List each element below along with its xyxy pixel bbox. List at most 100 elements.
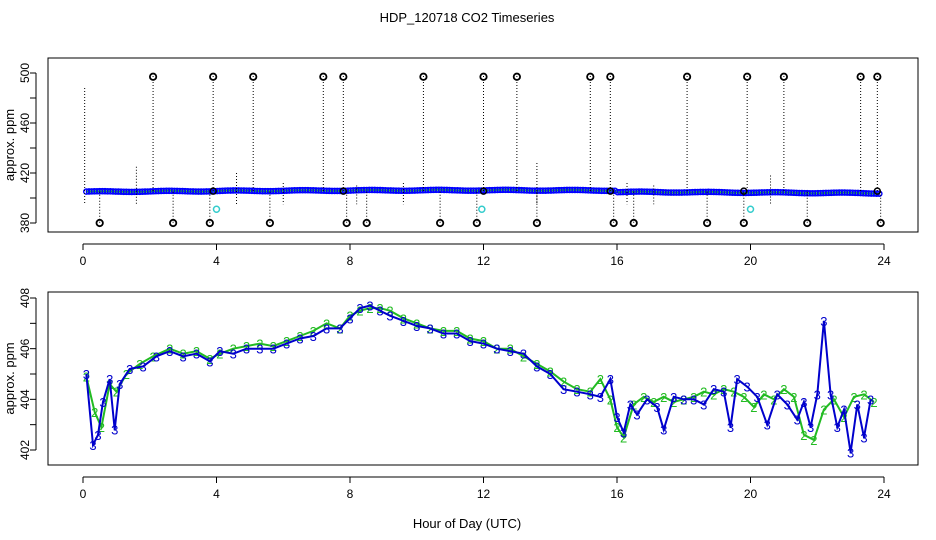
bottom-series-2-point: 2 <box>710 387 717 402</box>
bottom-series-2-point: 2 <box>740 390 747 405</box>
bottom-series-3-point: 3 <box>453 326 460 341</box>
bottom-series-3-point: 3 <box>440 326 447 341</box>
bottom-series-2-point: 2 <box>690 390 697 405</box>
bottom-series-2-point: 2 <box>230 342 237 357</box>
top-high-marker <box>148 72 158 81</box>
bottom-series-3-point: 3 <box>607 372 614 387</box>
bottom-series-3-point: 3 <box>153 349 160 364</box>
bottom-series-2-point: 2 <box>630 397 637 412</box>
bottom-series-2-point: 2 <box>91 405 98 420</box>
bottom-series-3-point: 3 <box>807 420 814 435</box>
bottom-series-3-point: 3 <box>243 342 250 357</box>
top-low-marker <box>629 218 638 228</box>
bottom-series-2-point: 2 <box>770 392 777 407</box>
bottom-series-2-point: 2 <box>820 402 827 417</box>
bottom-series-2-point: 2 <box>507 342 514 357</box>
bottom-series-2-point: 2 <box>780 382 787 397</box>
bottom-y-tick-label: 408 <box>18 288 32 308</box>
top-low-marker <box>609 218 618 228</box>
bottom-series-3-point: 3 <box>840 402 847 417</box>
bottom-series-3-point: 3 <box>860 430 867 445</box>
bottom-series-3-point: 3 <box>166 344 173 359</box>
bottom-series-2-point: 2 <box>660 390 667 405</box>
top-high-marker <box>319 72 328 81</box>
bottom-series-2-point: 2 <box>149 349 156 364</box>
bottom-series-2-point: 2 <box>243 339 250 354</box>
top-panel: 0 4 8 12 16 20 24 380 420 460 500 approx. ppm <box>2 57 919 268</box>
top-cal-point <box>212 205 221 213</box>
top-x-tick-label: 12 <box>477 254 491 268</box>
bottom-y-tick-label: 402 <box>18 440 32 460</box>
bottom-series-3-point: 3 <box>376 304 383 319</box>
bottom-series-2-point: 2 <box>346 309 353 324</box>
top-baseline-flag <box>209 187 217 195</box>
bottom-series-3-point: 3 <box>180 349 187 364</box>
bottom-series-3-point: 3 <box>710 382 717 397</box>
top-low-marker <box>95 218 104 228</box>
bottom-series-2-point: 2 <box>573 382 580 397</box>
bottom-series-2-point: 2 <box>113 385 120 400</box>
bottom-series-2-point: 2 <box>283 334 290 349</box>
bottom-series-3-point: 3 <box>613 410 620 425</box>
bottom-series-2-point: 2 <box>760 387 767 402</box>
top-x-tick-label: 8 <box>347 254 354 268</box>
top-y-tick-label: 380 <box>18 213 32 233</box>
top-baseline-flag <box>606 187 615 195</box>
top-high-marker <box>586 72 595 81</box>
top-y-tick-label: 420 <box>18 163 32 183</box>
top-plot-frame <box>47 57 919 233</box>
bottom-series-3-point: 3 <box>690 392 697 407</box>
bottom-series-3-point: 3 <box>547 367 554 382</box>
bottom-series-2-point: 2 <box>216 347 223 362</box>
top-low-marker <box>265 218 274 228</box>
bottom-series-3-point: 3 <box>560 382 567 397</box>
top-low-marker <box>803 218 812 228</box>
bottom-series-2-point: 2 <box>547 364 554 379</box>
bottom-series-3-point: 3 <box>660 423 667 438</box>
bottom-x-tick-label: 20 <box>744 487 758 501</box>
bottom-series-2-point: 2 <box>620 430 627 445</box>
bottom-series-3-point: 3 <box>323 321 330 336</box>
bottom-series-3-point: 3 <box>270 342 277 357</box>
bottom-series-3-point: 3 <box>336 321 343 336</box>
bottom-series-2-point: 2 <box>850 390 857 405</box>
top-baseline-flag <box>479 187 488 195</box>
top-y-tick-label: 460 <box>18 113 32 133</box>
top-x-tick-label: 24 <box>877 254 891 268</box>
bottom-series-3-point: 3 <box>126 362 133 377</box>
bottom-series-3-point: 3 <box>116 377 123 392</box>
bottom-series-3-point: 3 <box>480 337 487 352</box>
bottom-series-3-point: 3 <box>230 347 237 362</box>
bottom-series-2-point: 2 <box>870 395 877 410</box>
top-low-marker <box>739 218 748 228</box>
top-cal-point <box>478 205 486 213</box>
bottom-y-tick-label: 406 <box>18 338 32 358</box>
top-low-marker <box>362 218 371 228</box>
bottom-series-3-point: 3 <box>83 367 90 382</box>
bottom-series-3-point: 3 <box>413 319 420 334</box>
bottom-series-2-point: 2 <box>700 385 707 400</box>
bottom-series-2-point: 2 <box>356 304 363 319</box>
bottom-series-2-point: 2 <box>98 420 105 435</box>
bottom-series-3-point: 3 <box>670 390 677 405</box>
bottom-series-3-point: 3 <box>720 385 727 400</box>
bottom-series-3-point: 3 <box>256 342 263 357</box>
bottom-series-2-point: 2 <box>180 347 187 362</box>
bottom-series-2-point: 2 <box>810 433 817 448</box>
top-cal-point <box>746 205 755 213</box>
bottom-series-3-point: 3 <box>139 359 146 374</box>
bottom-series-3-point: 3 <box>587 387 594 402</box>
bottom-series-3-point: 3 <box>834 420 841 435</box>
bottom-series-3-point: 3 <box>814 387 821 402</box>
bottom-series-2-point: 2 <box>613 420 620 435</box>
bottom-plot-frame <box>47 291 919 466</box>
bottom-series-3-point: 3 <box>800 395 807 410</box>
bottom-series-2-point: 2 <box>440 324 447 339</box>
bottom-series-2-point: 2 <box>386 304 393 319</box>
top-y-axis-label: approx. ppm <box>2 109 17 181</box>
bottom-series-2-point: 2 <box>840 410 847 425</box>
bottom-series-3-point: 3 <box>620 425 627 440</box>
bottom-series-3-point: 3 <box>820 314 827 329</box>
bottom-series-2-point: 2 <box>800 428 807 443</box>
